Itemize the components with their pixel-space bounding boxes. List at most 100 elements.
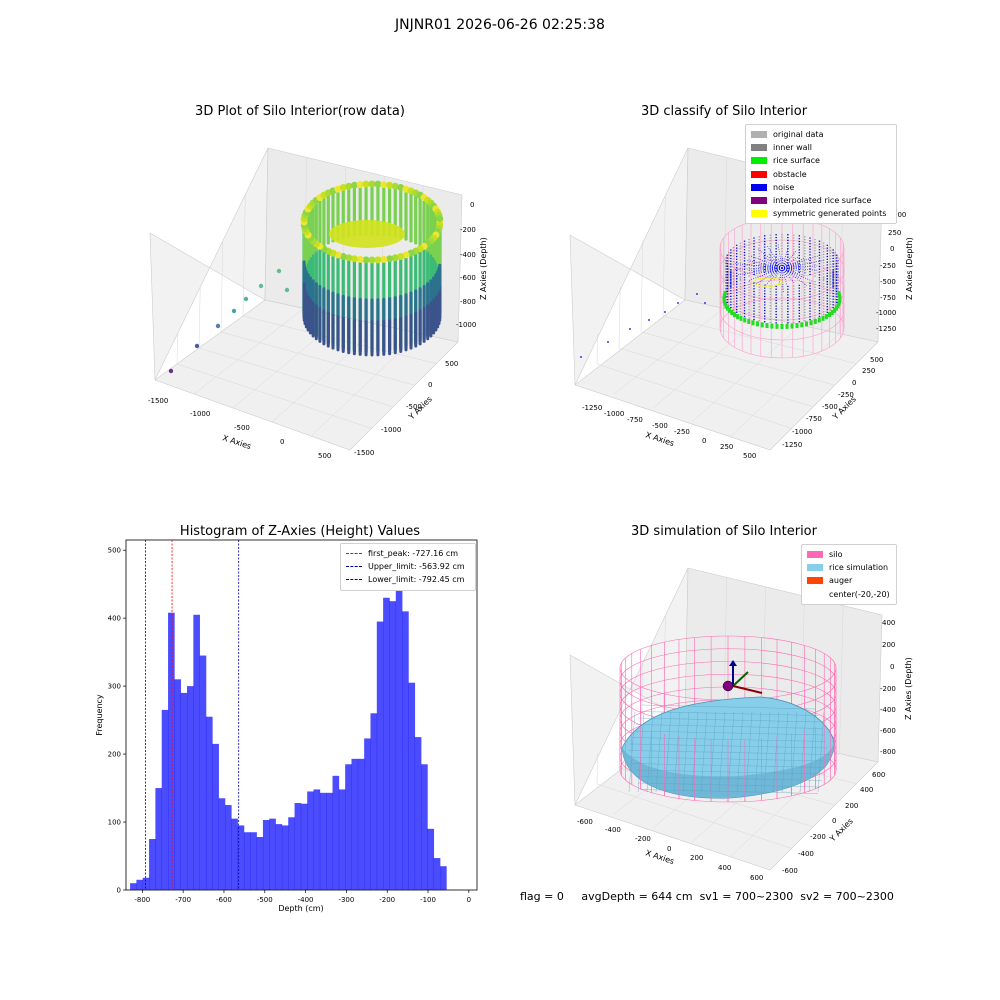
rice-surface-point — [809, 320, 813, 326]
histogram-bar — [313, 789, 321, 890]
raw-y-tick: -500 — [406, 403, 422, 411]
ring-top-point — [345, 254, 353, 262]
ring-top-point — [334, 185, 342, 193]
rice-surface-point — [830, 310, 834, 315]
y-tick-label: 500 — [108, 547, 121, 555]
noise-ray — [781, 249, 788, 269]
hist-x-label: Depth (cm) — [278, 904, 323, 913]
raw-x-tick: -1000 — [190, 410, 210, 418]
legend-swatch — [346, 566, 362, 568]
raw-y-tick: -1500 — [354, 449, 374, 457]
rice-mesh-line — [817, 711, 825, 793]
legend-entry: center(-20,-20) — [807, 588, 891, 601]
noise-ray — [781, 258, 805, 269]
sim-y-tick: -400 — [798, 850, 814, 858]
histogram-bar — [345, 764, 352, 890]
rice-surface-point — [821, 315, 825, 321]
histogram-bar — [199, 655, 207, 890]
noise-ray — [781, 250, 797, 269]
sv2-value: sv2 = 700~2300 — [800, 890, 894, 903]
raw-y-tick: -1000 — [381, 426, 401, 434]
x-tick-label: -600 — [216, 896, 232, 904]
sim-z-tick: -800 — [880, 748, 896, 756]
grid-line — [198, 287, 201, 349]
x-tick-label: 0 — [467, 896, 471, 904]
legend-label: first_peak: -727.16 cm — [368, 549, 459, 559]
legend-swatch — [751, 183, 767, 191]
histogram-bar — [300, 803, 308, 890]
ring-top-point — [380, 255, 388, 263]
noise-ray — [778, 267, 783, 286]
legend-swatch — [751, 157, 767, 165]
histogram-bar — [332, 775, 340, 890]
noise-point — [629, 328, 631, 330]
outlier-point — [243, 296, 249, 302]
ring-top-point — [374, 256, 382, 264]
legend-label: original data — [773, 130, 824, 140]
rice-surface-point — [790, 323, 794, 329]
sim-x-tick: 0 — [667, 845, 671, 853]
x-tick-label: -200 — [379, 896, 395, 904]
legend-entry: Lower_limit: -792.45 cm — [346, 573, 470, 586]
classify-point-cloud — [580, 217, 845, 359]
noise-ray — [759, 264, 783, 269]
status-footer: flag = 0 avgDepth = 644 cm sv1 = 700~230… — [520, 890, 894, 903]
rice-surface-point — [780, 324, 784, 329]
histogram-bar — [383, 597, 390, 890]
legend-entry: Upper_limit: -563.92 cm — [346, 560, 470, 573]
histogram-bar — [376, 621, 384, 890]
rice-mesh-line — [633, 730, 825, 736]
rice-simulation-surface — [621, 696, 837, 802]
ring-top-point — [339, 184, 347, 192]
histogram-bar — [326, 792, 333, 890]
classify-x-ticks: -1250 -1000 -750 -500 -250 0 250 500 — [582, 404, 756, 460]
legend-label: symmetric generated points — [773, 209, 887, 219]
histogram-bar — [275, 824, 283, 890]
grid-line — [198, 347, 394, 408]
cls-y-tick: 250 — [862, 367, 875, 375]
outlier-point — [258, 283, 264, 289]
panel-title-classify: 3D classify of Silo Interior — [640, 104, 808, 119]
raw-y-tick: 500 — [445, 360, 458, 368]
ring-top-point — [368, 180, 376, 188]
rice-surface-point — [732, 312, 736, 318]
ring-top-point — [345, 182, 353, 190]
noise-ray — [781, 267, 791, 277]
rice-mesh-line — [799, 711, 807, 793]
rice-surface-point — [747, 318, 751, 324]
outlier-point — [194, 343, 200, 349]
cls-y-tick: 0 — [852, 379, 856, 387]
legend-entry: silo — [807, 548, 891, 561]
noise-ray — [750, 255, 783, 269]
rice-mesh-line — [691, 711, 699, 793]
legend-entry: symmetric generated points — [751, 207, 891, 220]
legend-label: rice simulation — [829, 563, 889, 573]
histogram-bar — [269, 818, 276, 890]
raw-point-cloud — [168, 180, 444, 374]
ring-top-point — [397, 252, 405, 260]
cls-x-tick: 250 — [720, 443, 733, 451]
panel-title-raw: 3D Plot of Silo Interior(row data) — [195, 104, 405, 119]
histogram-bar — [307, 791, 314, 890]
rice-surface-point — [775, 323, 779, 329]
noise-ray — [767, 267, 783, 280]
cls-x-tick: -1250 — [582, 404, 602, 412]
figure-title: JNJNR01 2026-06-26 02:25:38 — [395, 17, 605, 33]
rice-surface-point — [765, 323, 769, 329]
raw-x-ticks: -1500 -1000 -500 0 500 — [148, 397, 331, 460]
raw-x-tick: 0 — [280, 438, 284, 446]
rice-mesh-line — [629, 756, 829, 762]
raw-z-tick: -400 — [460, 251, 476, 259]
ring-top-point — [391, 182, 399, 190]
panel-title-simulation: 3D simulation of Silo Interior — [631, 524, 817, 539]
legend-label: Lower_limit: -792.45 cm — [368, 575, 465, 585]
sim-x-tick: -200 — [635, 835, 651, 843]
noise-point — [580, 356, 582, 358]
legend-entry: original data — [751, 128, 891, 141]
noise-point — [648, 319, 650, 321]
sim-x-tick: -600 — [577, 818, 593, 826]
cls-z-label: Z Axies (Depth) — [905, 237, 914, 300]
x-tick-label: -800 — [134, 896, 150, 904]
legend-entry: rice simulation — [807, 561, 891, 574]
sim-y-tick: -600 — [782, 867, 798, 875]
